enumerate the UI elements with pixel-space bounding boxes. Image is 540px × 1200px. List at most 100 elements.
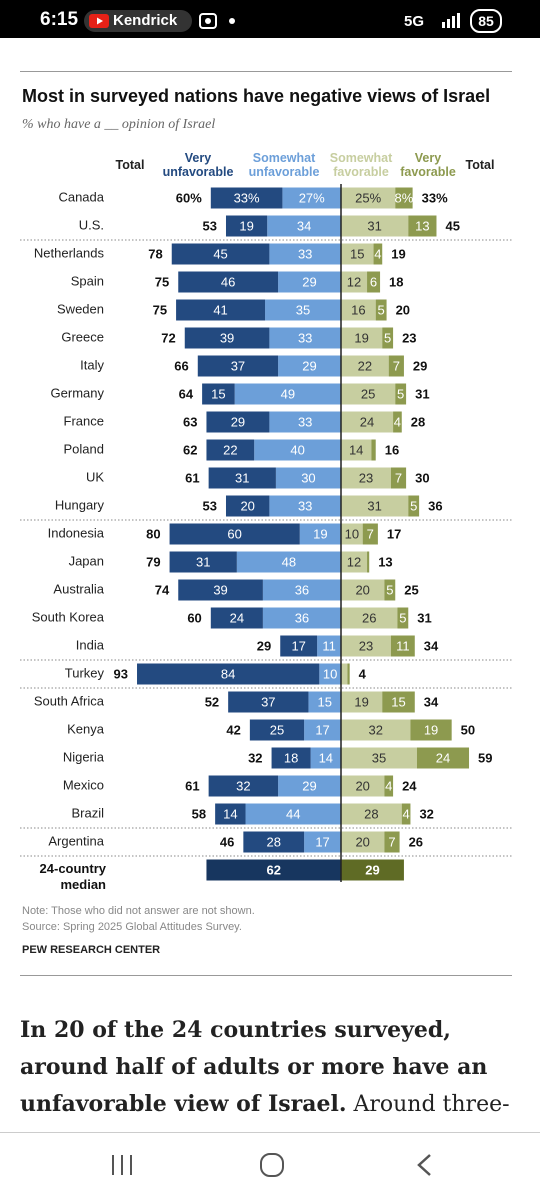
bar-segment [278,775,341,797]
median-value: 62 [266,862,280,877]
bar-label: 12 [347,554,361,569]
bar-segment [225,215,268,237]
bar-label: 19 [424,722,438,737]
category-label: Netherlands [34,245,105,260]
bar-segment [382,691,415,713]
bar-label: 18 [284,750,298,765]
bar-segment [275,467,341,489]
median-bar [341,859,404,881]
total-label: 28 [411,414,425,429]
bar-label: 17 [291,638,305,653]
total-header: Total [465,158,495,172]
bar-segment [367,271,381,293]
bar-label: 6 [370,274,377,289]
category-label: Poland [64,441,104,456]
category-label: Mexico [63,777,104,792]
signal-icon [442,13,460,28]
bar-label: 7 [367,526,374,541]
bar-segment [341,579,385,601]
bar-label: 24 [230,610,244,625]
bar-label: 5 [378,302,385,317]
recents-button[interactable] [112,1155,132,1175]
legend-entry: Somewhat favorable [329,151,393,179]
bar-label: 12 [347,274,361,289]
chart-title: Most in surveyed nations have negative v… [22,86,491,106]
bar-segment [137,663,320,685]
category-label: India [76,637,105,652]
article-paragraph: In 20 of the 24 countries surveyed, arou… [20,1012,525,1122]
note: Note: Those who did not answer are not s… [22,905,255,917]
credit: PEW RESEARCH CENTER [22,944,161,956]
bar-segment [341,467,391,489]
bar-label: 23 [359,638,373,653]
bar-label: 17 [315,834,329,849]
bar-label: 29 [302,274,316,289]
total-label: 26 [409,834,423,849]
bar-segment [341,691,383,713]
median-bar [206,859,341,881]
bar-label: 20 [355,582,369,597]
bar-segment [278,355,341,377]
bar-label: 33 [298,246,312,261]
legend-entry: Very unfavorable [162,151,234,179]
bar-segment [341,439,372,461]
status-icons [199,13,235,29]
median-value: 29 [365,862,379,877]
bar-segment [390,467,407,489]
back-button[interactable] [417,1154,431,1176]
bar-label: 20 [355,834,369,849]
median-label: 24-country median [39,861,106,892]
total-label: 34 [424,638,439,653]
bar-label: 14 [223,806,237,821]
bar-segment [395,383,407,405]
top-rule [20,71,512,72]
bar-label: 4 [394,414,401,429]
bar-segment [319,663,341,685]
bar-segment [197,355,279,377]
bar-label: 31 [367,498,381,513]
total-label: 74 [155,582,170,597]
category-label: Greece [61,329,104,344]
total-label: 32 [419,806,433,821]
bar-label: 37 [261,694,275,709]
bar-segment [243,831,305,853]
bar-segment [208,467,276,489]
bar-label: 5 [384,330,391,345]
total-label: 31 [417,610,431,625]
nav-divider [0,1132,540,1133]
bar-segment [269,495,341,517]
bar-segment [341,299,376,321]
home-button[interactable] [260,1153,284,1177]
bar-segment [384,775,394,797]
bar-label: 15 [350,246,364,261]
category-label: Argentina [48,833,104,848]
total-label: 50 [461,722,475,737]
bar-segment [269,327,341,349]
bar-label: 35 [296,302,310,317]
category-label: Australia [53,581,104,596]
bar-segment [341,411,394,433]
category-label: U.S. [79,217,104,232]
bar-label: 24 [360,414,374,429]
total-label: 31 [415,386,429,401]
total-label: 79 [146,554,160,569]
bar-label: 10 [323,666,337,681]
nav-bar [112,1153,431,1177]
bar-label: 15 [391,694,405,709]
bar-label: 13 [415,218,429,233]
total-label: 80 [146,526,160,541]
bar-label: 5 [397,386,404,401]
bar-label: 84 [221,666,235,681]
bar-label: 33 [298,498,312,513]
category-label: Japan [69,553,104,568]
bar-label: 29 [231,414,245,429]
bar-segment [341,803,402,825]
article-text: Around three-quarters or [353,1092,510,1117]
total-label: 75 [155,274,169,289]
bar-label: 22 [223,442,237,457]
category-label: UK [86,469,104,484]
bar-segment [341,383,396,405]
bar-label: 17 [315,722,329,737]
bar-segment [341,187,396,209]
